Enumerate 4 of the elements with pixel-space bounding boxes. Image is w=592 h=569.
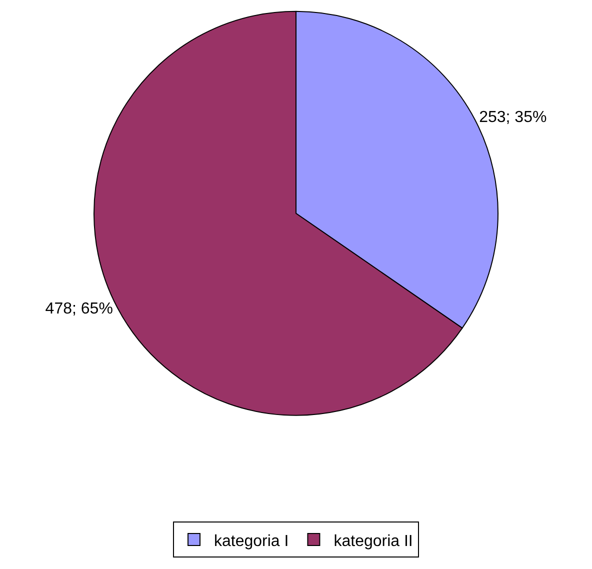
data-label: 253; 35%: [479, 109, 547, 126]
legend-label: kategoria II: [334, 532, 413, 550]
data-label: 478; 65%: [45, 300, 113, 318]
legend-label: kategoria I: [214, 532, 289, 550]
